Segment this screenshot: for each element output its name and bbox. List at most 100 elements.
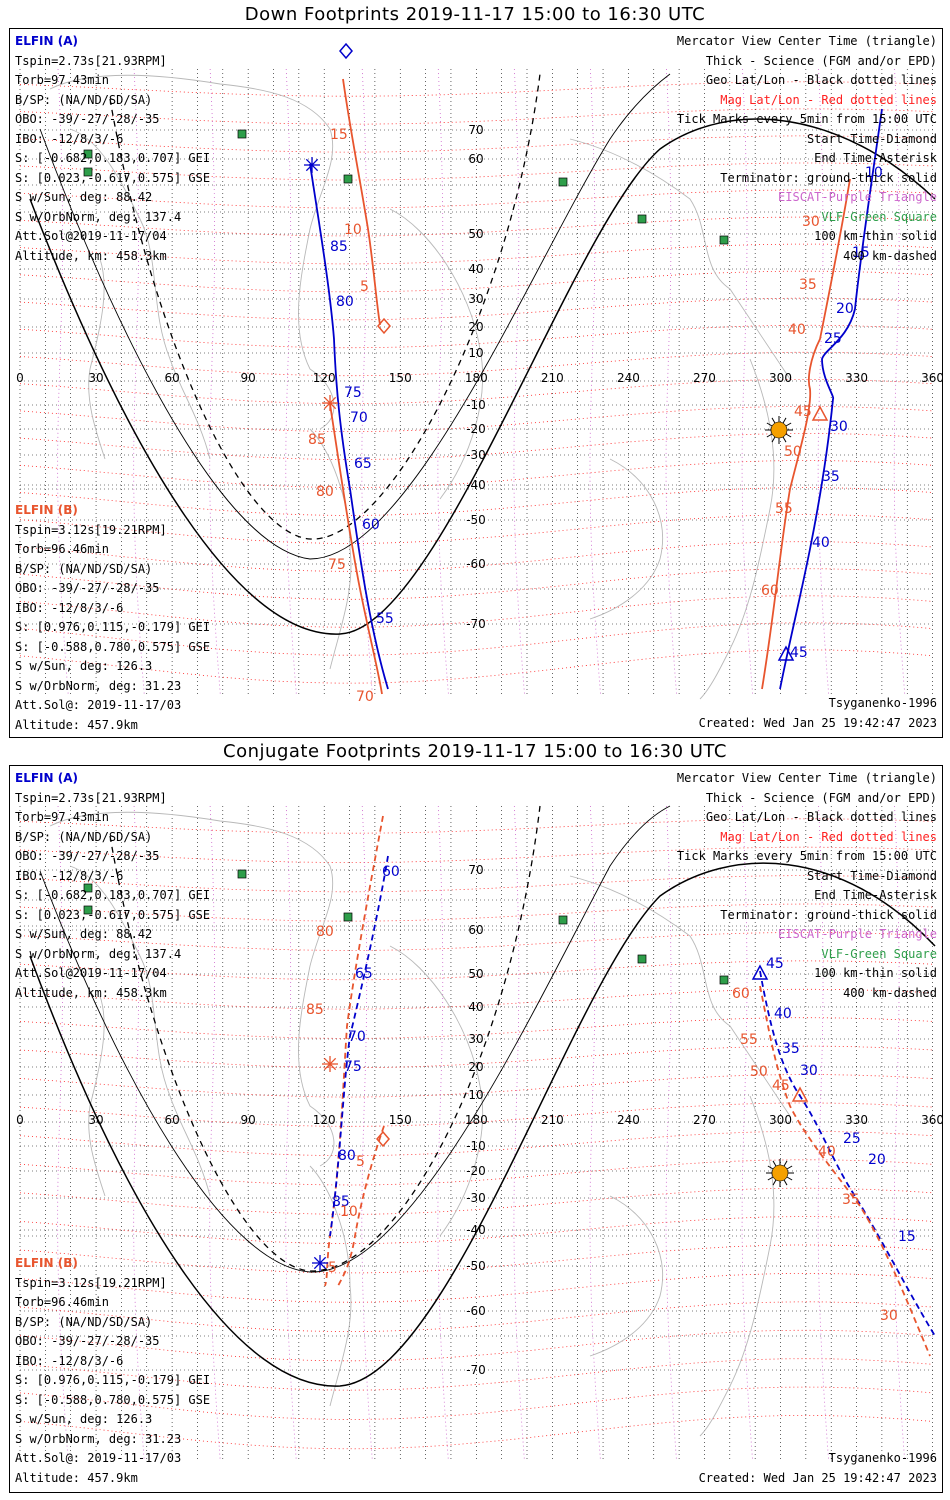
elfin-a-track: [759, 970, 936, 1337]
top-legend-line: Terminator: ground-thick solid: [720, 170, 937, 185]
vlf-station-square: [237, 869, 247, 879]
track-time-label: 45: [766, 956, 784, 972]
mag-parallel: [19, 324, 933, 349]
track-time-label: 55: [376, 611, 394, 627]
track-time-label: 40: [818, 1144, 836, 1160]
longitude-label: 30: [88, 371, 103, 385]
mag-parallel: [19, 189, 933, 209]
track-time-label: 80: [316, 924, 334, 940]
sun-ray: [785, 433, 792, 438]
latitude-label: 60: [468, 152, 483, 166]
top-elfin-b-line: Torb=96.46min: [15, 542, 109, 556]
vlf-station-square: [83, 905, 93, 915]
mag-parallel: [19, 932, 933, 951]
mag-parallel: [19, 1244, 933, 1274]
track-time-label: 65: [355, 966, 373, 982]
mag-parallel: [19, 1187, 933, 1215]
center-time-triangle: [777, 645, 795, 661]
start-diamond-marker: [339, 42, 353, 60]
mag-parallel: [19, 1045, 933, 1069]
latitude-label: -70: [466, 1363, 486, 1377]
mag-parallel: [19, 846, 933, 863]
mag-parallel: [19, 568, 933, 600]
track-time-label: 15: [330, 127, 348, 143]
latitude-label: 10: [468, 1088, 483, 1102]
mag-parallel: [19, 988, 933, 1010]
center-time-triangle: [751, 964, 769, 980]
latitude-label: -30: [466, 1191, 486, 1205]
mag-parallel: [19, 960, 933, 981]
bottom-created-label: Created: Wed Jan 25 19:42:47 2023: [698, 1470, 937, 1485]
longitude-label: 90: [241, 371, 256, 385]
sun-ray: [771, 436, 776, 443]
track-time-label: 25: [824, 331, 842, 347]
sun-ray: [785, 422, 792, 427]
mag-meridian: [665, 805, 677, 1462]
sun-ray: [786, 1176, 793, 1181]
center-time-triangle: [811, 405, 829, 421]
vlf-station-square: [237, 129, 247, 139]
track-time-label: 80: [338, 1148, 356, 1164]
latitude-label: 40: [468, 1000, 483, 1014]
sun-icon: [770, 421, 788, 439]
bottom-elfin-b-line: B/SP: (NA/ND/SD/SA): [15, 1314, 153, 1329]
latitude-label: -20: [466, 1164, 486, 1178]
bottom-elfin-a-line: Att.Sol@2019-11-17/04: [15, 966, 167, 980]
bottom-elfin-a-info: ELFIN (A) Tspin=2.73s[21.93RPM] Torb=97.…: [15, 769, 210, 1003]
track-time-label: 5: [356, 1154, 365, 1170]
bottom-elfin-b-line: OBO: -39/-27/-28/-35: [15, 1334, 160, 1348]
top-panel-title: Down Footprints 2019-11-17 15:00 to 16:3…: [244, 4, 706, 25]
bottom-map-canvas: 0 30 60 90 120 150 180 210 240 270 300 330 360 70 60 50…: [16, 805, 942, 1462]
mag-parallel: [19, 541, 933, 572]
top-elfin-a-line: OBO: -39/-27/-28/-35: [15, 112, 160, 126]
sun-ray: [766, 422, 773, 427]
longitude-label: 60: [164, 1113, 179, 1127]
mag-parallel: [19, 1017, 933, 1039]
top-elfin-b-line: S: [0.976,0.115,-0.179] GEI: [15, 620, 211, 634]
track-time-label: 60: [362, 517, 380, 533]
elfin-b-track: [342, 78, 381, 326]
top-map-panel: 0 30 60 90 120 150 180 210 240 270 300 330 360 70 60 50…: [9, 28, 943, 738]
longitude-label: 360: [921, 1113, 942, 1127]
mag-parallel: [19, 1329, 933, 1362]
track-time-label: 35: [842, 1192, 860, 1208]
mag-parallel: [19, 406, 933, 432]
mag-meridian: [437, 68, 449, 695]
bottom-footer-right: Tsyganenko-1996 Created: Wed Jan 25 19:4…: [699, 1449, 937, 1488]
top-elfin-a-line: S w/OrbNorm, deg: 137.4: [15, 209, 182, 224]
longitude-label: 240: [617, 1113, 640, 1127]
mag-parallel: [19, 1415, 933, 1450]
mag-meridian: [589, 68, 601, 695]
track-time-label: 5: [360, 279, 369, 295]
mag-parallel: [19, 460, 933, 488]
track-time-label: 30: [880, 1308, 898, 1324]
bottom-elfin-a-line: Torb=97.43min: [15, 810, 109, 824]
track-time-label: 25: [843, 1131, 861, 1147]
mag-meridian: [665, 68, 677, 695]
coastline: [49, 74, 335, 430]
longitude-label: 90: [241, 1113, 256, 1127]
bottom-elfin-b-line: IBO: -12/8/3/-6: [15, 1353, 124, 1368]
longitude-label: 120: [313, 371, 336, 385]
latitude-label: 50: [468, 227, 483, 241]
track-time-label: 75: [344, 1059, 362, 1075]
track-time-label: 70: [350, 410, 368, 426]
track-time-label: 15: [898, 1229, 916, 1245]
longitude-label: 330: [845, 371, 868, 385]
top-elfin-a-line: IBO: -12/8/3/-6: [15, 131, 124, 146]
mag-parallel: [19, 1386, 933, 1420]
track-time-label: 85: [308, 432, 326, 448]
coastline: [699, 358, 775, 700]
top-elfin-b-info: ELFIN (B) Tspin=3.12s[19.21RPM] Torb=96.…: [15, 501, 210, 735]
bottom-elfin-a-line: Tspin=2.73s[21.93RPM]: [15, 790, 167, 805]
bottom-model-label: Tsyganenko-1996: [828, 1451, 937, 1465]
top-elfin-a-line: B/SP: (NA/ND/SD/SA): [15, 92, 153, 107]
track-time-label: 20: [868, 1152, 886, 1168]
top-legend-line: 400 km-dashed: [843, 248, 937, 263]
longitude-label: 210: [541, 371, 564, 385]
track-time-label: 5: [328, 1260, 337, 1276]
track-time-label: 70: [348, 1029, 366, 1045]
bottom-elfin-a-line: S: [0.023,-0.617,0.575] GSE: [15, 907, 211, 922]
sun-ray: [783, 1160, 788, 1167]
track-time-label: 60: [732, 986, 750, 1002]
